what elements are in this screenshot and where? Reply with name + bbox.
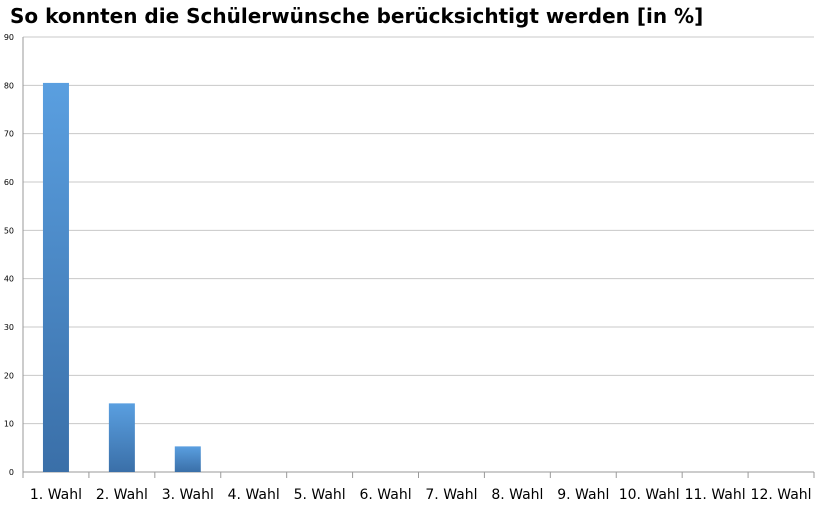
y-tick-label: 80 [4,81,14,90]
y-tick-label: 90 [4,33,14,42]
chart-title: So konnten die Schülerwünsche berücksich… [10,4,704,28]
x-tick-label: 10. Wahl [619,487,680,503]
bar [108,403,135,472]
x-tick-label: 11. Wahl [685,487,746,503]
x-tick-label: 1. Wahl [30,487,82,503]
bar [42,82,69,473]
x-tick-label: 2. Wahl [96,487,148,503]
x-tick-label: 9. Wahl [557,487,609,503]
x-tick-label: 12. Wahl [751,487,812,503]
y-tick-label: 20 [4,371,14,380]
y-tick-label: 60 [4,178,14,187]
y-tick-label: 0 [9,468,14,477]
axes [22,37,815,478]
bar [174,446,201,472]
x-tick-labels: 1. Wahl 2. Wahl 3. Wahl 4. Wahl 5. Wahl 6. Wa… [30,487,812,503]
y-tick-label: 30 [4,323,14,332]
x-tick-label: 3. Wahl [162,487,214,503]
y-tick-label: 10 [4,420,14,429]
bars [42,82,201,473]
x-tick-label: 6. Wahl [359,487,411,503]
x-tick-label: 8. Wahl [491,487,543,503]
y-tick-label: 50 [4,226,14,235]
x-tick-label: 4. Wahl [228,487,280,503]
y-tick-label: 70 [4,130,14,139]
y-tick-labels: 0 10 20 30 40 50 60 70 80 90 [4,33,14,477]
gridlines [23,36,814,425]
x-tick-label: 5. Wahl [294,487,346,503]
x-tick-label: 7. Wahl [425,487,477,503]
y-tick-label: 40 [4,275,14,284]
